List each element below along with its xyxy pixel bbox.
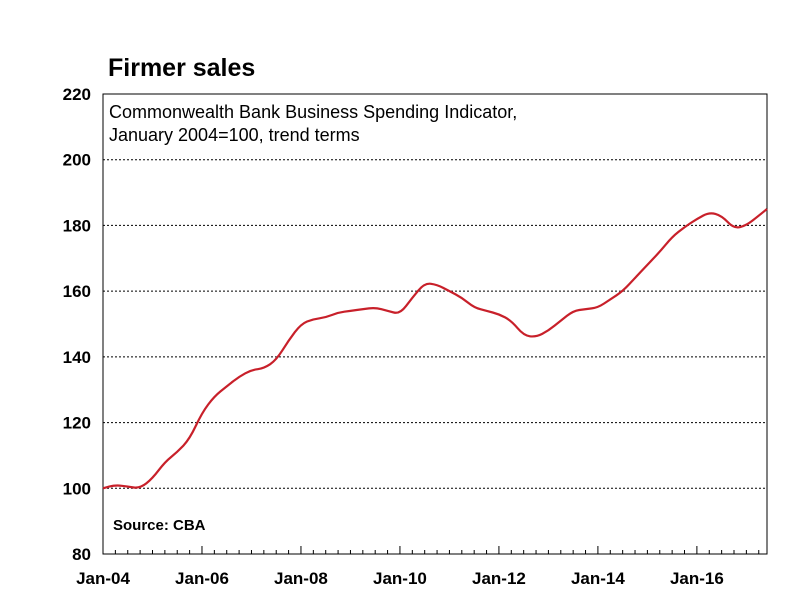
series-line bbox=[102, 208, 768, 490]
y-tick-label: 200 bbox=[63, 151, 91, 170]
x-tick-label: Jan-12 bbox=[472, 569, 526, 588]
chart-title: Firmer sales bbox=[108, 54, 256, 82]
subtitle-line-1: Commonwealth Bank Business Spending Indi… bbox=[109, 102, 517, 122]
x-tick-label: Jan-10 bbox=[373, 569, 427, 588]
y-tick-label: 160 bbox=[63, 282, 91, 301]
y-tick-label: 120 bbox=[63, 414, 91, 433]
y-tick-label: 140 bbox=[63, 348, 91, 367]
subtitle-line-2: January 2004=100, trend terms bbox=[109, 125, 360, 145]
y-axis: 80 100 120 140 160 180 200 220 bbox=[63, 85, 91, 564]
plot-frame bbox=[102, 93, 768, 555]
x-axis: Jan-04 Jan-06 Jan-08 Jan-10 Jan-12 Jan-14 Jan-… bbox=[76, 546, 760, 588]
series-group bbox=[102, 208, 768, 490]
x-tick-label: Jan-14 bbox=[571, 569, 625, 588]
x-tick-label: Jan-16 bbox=[670, 569, 724, 588]
x-tick-label: Jan-08 bbox=[274, 569, 328, 588]
x-tick-label: Jan-04 bbox=[76, 569, 130, 588]
y-tick-label: 100 bbox=[63, 479, 91, 498]
y-tick-label: 180 bbox=[63, 216, 91, 235]
source-note: Source: CBA bbox=[113, 517, 206, 534]
y-tick-label: 220 bbox=[63, 85, 91, 104]
gridlines bbox=[103, 159, 767, 489]
x-tick-label: Jan-06 bbox=[175, 569, 229, 588]
y-tick-label: 80 bbox=[72, 545, 91, 564]
